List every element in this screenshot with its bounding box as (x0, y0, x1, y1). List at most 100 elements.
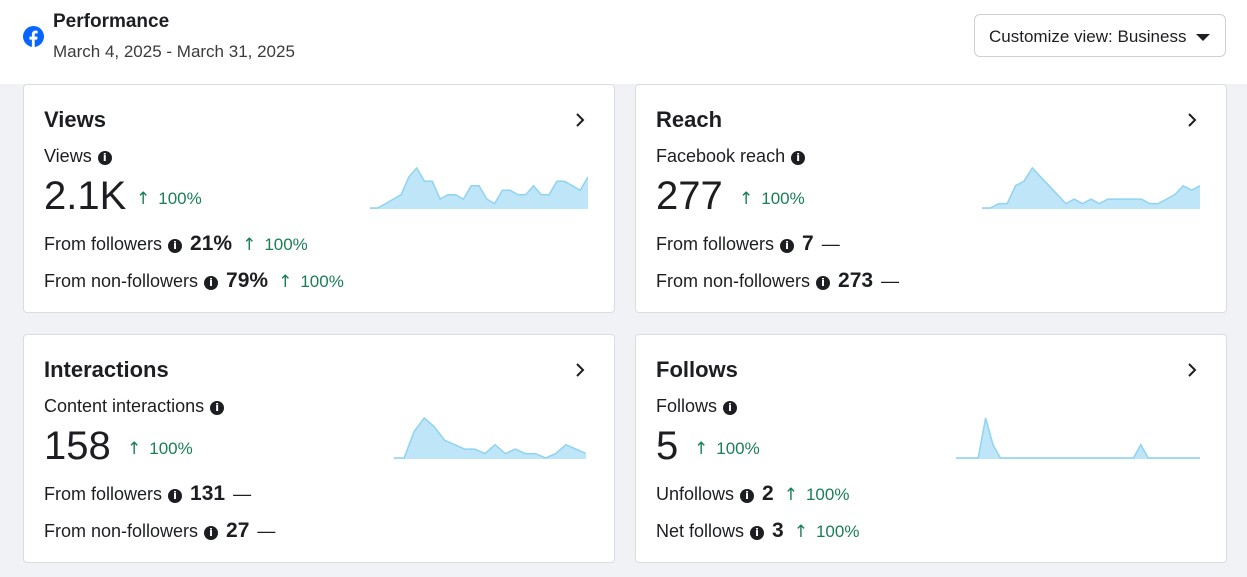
metric-label-text: Follows (656, 396, 718, 416)
breakdown-row-net-follows: Net follows i 3 ↑ 100% (656, 519, 859, 543)
arrow-up-icon: ↑ (694, 439, 709, 459)
row-label: From non-followers (656, 271, 811, 291)
caret-down-icon (1196, 34, 1210, 41)
row-value: 79% (226, 269, 269, 292)
info-icon[interactable]: i (204, 526, 219, 540)
chevron-right-icon[interactable] (1180, 358, 1204, 382)
sparkline-line (370, 166, 588, 209)
row-change-text: 100% (264, 235, 308, 254)
card-title: Views (44, 107, 106, 132)
info-icon[interactable]: i (97, 151, 112, 165)
info-icon[interactable]: i (723, 401, 738, 415)
row-change: ↑ 100% (793, 522, 860, 542)
sparkline-area (982, 168, 1200, 209)
metric-label: Follows i (656, 396, 738, 417)
row-change: ↑ 100% (278, 272, 344, 292)
breakdown-row-non-followers: From non-followers i 79% ↑ 100% (44, 269, 344, 293)
customize-view-dropdown[interactable]: Customize view: Business (974, 14, 1226, 57)
info-icon[interactable]: i (168, 239, 183, 253)
info-icon[interactable]: i (740, 489, 755, 503)
sparkline-line (394, 416, 586, 459)
row-change-text: 100% (805, 485, 850, 504)
row-value: 21% (190, 232, 233, 255)
row-change: — (821, 234, 840, 254)
page-title: Performance (53, 11, 170, 32)
card-title: Reach (656, 107, 723, 132)
row-value: 273 (838, 269, 874, 292)
interactions-card[interactable]: Interactions Content interactions i 158 ↑… (23, 334, 615, 563)
sparkline-chart (394, 416, 586, 459)
sparkline-area (370, 168, 588, 209)
row-label: Unfollows (656, 484, 735, 504)
metric-change: ↑ 100% (127, 439, 193, 459)
row-value: 3 (772, 519, 784, 542)
row-value: 27 (226, 519, 250, 542)
sparkline-chart (956, 417, 1200, 459)
info-icon[interactable]: i (750, 526, 765, 540)
follows-card[interactable]: Follows Follows i 5 ↑ 100% Unfollows i 2 ↑ 100… (635, 334, 1227, 563)
reach-card[interactable]: Reach Facebook reach i 277 ↑ 100% From fol… (635, 84, 1227, 313)
metric-label: Content interactions i (44, 396, 225, 417)
row-label: Net follows (656, 521, 745, 541)
chevron-right-icon[interactable] (1180, 108, 1204, 132)
arrow-up-icon: ↑ (278, 272, 293, 292)
arrow-up-icon: ↑ (739, 189, 754, 209)
info-icon[interactable]: i (791, 151, 806, 165)
metric-change: ↑ 100% (694, 439, 760, 459)
arrow-up-icon: ↑ (136, 189, 151, 209)
row-change: ↑ 100% (783, 485, 850, 505)
row-label: From followers (656, 234, 775, 254)
metric-value: 277 (656, 174, 723, 218)
info-icon[interactable]: i (816, 276, 831, 290)
chevron-right-icon[interactable] (568, 358, 592, 382)
breakdown-row-non-followers: From non-followers i 273 — (656, 269, 899, 293)
row-label: From non-followers (44, 271, 199, 291)
breakdown-row-unfollows: Unfollows i 2 ↑ 100% (656, 482, 849, 506)
row-label: From non-followers (44, 521, 199, 541)
row-change-text: 100% (815, 522, 860, 541)
sparkline-chart (370, 166, 588, 209)
card-title: Follows (656, 357, 738, 382)
row-label: From followers (44, 484, 163, 504)
row-change: ↑ 100% (242, 235, 308, 255)
row-change: — (881, 271, 900, 291)
metric-value: 158 (44, 424, 111, 468)
header-bar: Performance March 4, 2025 - March 31, 20… (0, 0, 1247, 84)
info-icon[interactable]: i (204, 276, 219, 290)
breakdown-row-followers: From followers i 131 — (44, 482, 251, 506)
row-change: — (233, 484, 252, 504)
row-change: — (257, 521, 276, 541)
metric-value: 2.1K (44, 174, 127, 218)
info-icon[interactable]: i (168, 489, 183, 503)
info-icon[interactable]: i (780, 239, 795, 253)
row-value: 131 (190, 482, 226, 505)
arrow-up-icon: ↑ (783, 485, 798, 505)
chevron-right-icon[interactable] (568, 108, 592, 132)
row-value: 7 (802, 232, 814, 255)
info-icon[interactable]: i (210, 401, 225, 415)
date-range: March 4, 2025 - March 31, 2025 (53, 42, 295, 61)
metric-change-text: 100% (158, 189, 202, 208)
sparkline-line (956, 417, 1200, 459)
arrow-up-icon: ↑ (242, 235, 257, 255)
row-change-text: 100% (300, 272, 344, 291)
sparkline-area (956, 418, 1200, 459)
arrow-up-icon: ↑ (127, 439, 142, 459)
row-value: 2 (762, 482, 774, 505)
breakdown-row-non-followers: From non-followers i 27 — (44, 519, 275, 543)
metric-change: ↑ 100% (739, 189, 805, 209)
sparkline-area (394, 418, 586, 459)
card-title: Interactions (44, 357, 169, 382)
metric-change-text: 100% (716, 439, 760, 458)
row-label: From followers (44, 234, 163, 254)
metric-change-text: 100% (149, 439, 193, 458)
arrow-up-icon: ↑ (793, 522, 808, 542)
breakdown-row-followers: From followers i 7 — (656, 232, 840, 256)
views-card[interactable]: Views Views i 2.1K ↑ 100% From followers i 2… (23, 84, 615, 313)
customize-view-label: Customize view: Business (989, 27, 1187, 46)
facebook-logo-icon (23, 26, 44, 47)
breakdown-row-followers: From followers i 21% ↑ 100% (44, 232, 308, 256)
sparkline-line (982, 166, 1200, 209)
metric-label: Views i (44, 146, 112, 167)
metric-label: Facebook reach i (656, 146, 806, 167)
